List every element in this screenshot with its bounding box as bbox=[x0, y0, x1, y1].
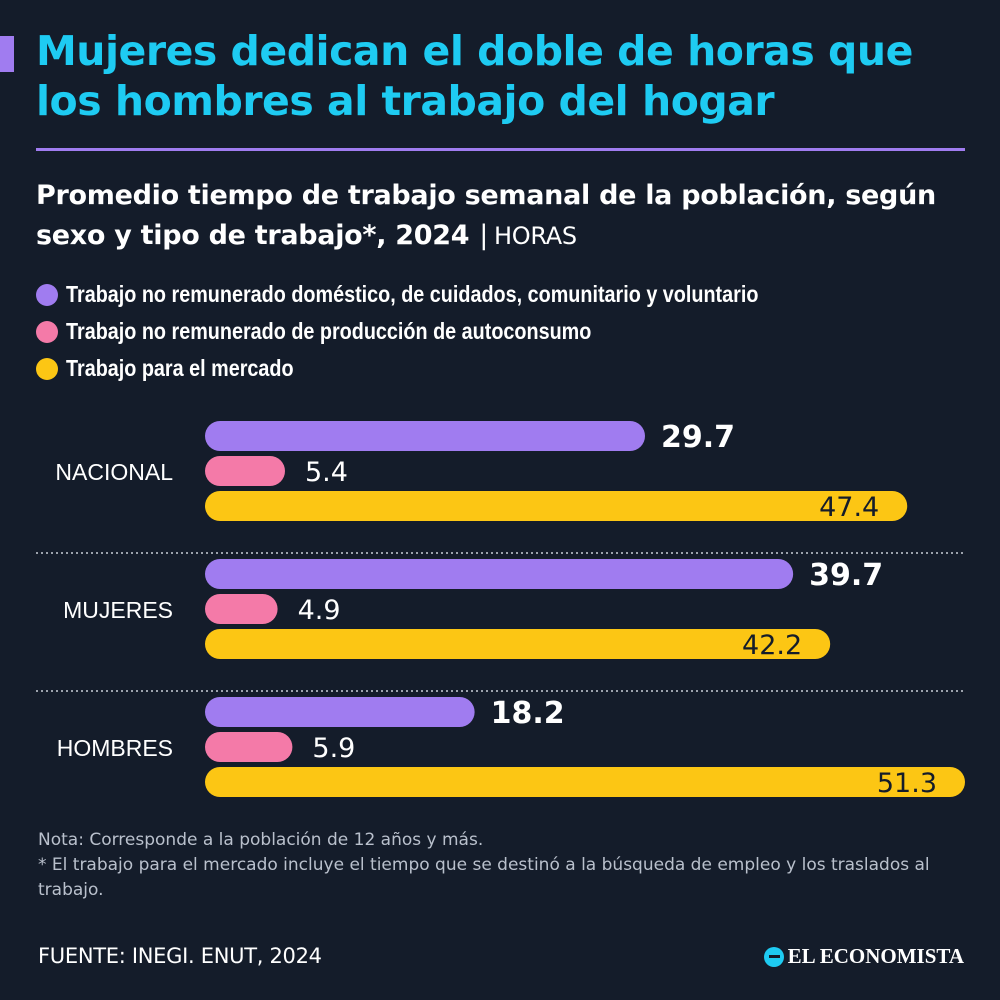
bar-mercado bbox=[205, 629, 831, 659]
bar-domestic bbox=[205, 559, 794, 589]
source-credit: FUENTE: INEGI. ENUT, 2024 bbox=[38, 944, 322, 968]
bar-mercado bbox=[205, 491, 908, 521]
bar-domestic bbox=[205, 421, 645, 451]
brand-icon bbox=[763, 946, 784, 967]
legend-label: Trabajo para el mercado bbox=[66, 355, 294, 381]
legend-label: Trabajo no remunerado doméstico, de cuid… bbox=[66, 281, 759, 307]
subtitle-unit: HORAS bbox=[494, 222, 577, 250]
data-label: 39.7 bbox=[809, 558, 883, 593]
brand-logo: EL ECONOMISTA bbox=[763, 944, 964, 969]
bar-autoconsumo bbox=[205, 456, 285, 486]
category-label: MUJERES bbox=[63, 597, 173, 623]
legend-label: Trabajo no remunerado de producción de a… bbox=[66, 318, 592, 344]
title-divider bbox=[36, 148, 965, 151]
subtitle-text: Promedio tiempo de trabajo semanal de la… bbox=[36, 180, 936, 251]
notes: Nota: Corresponde a la población de 12 a… bbox=[38, 828, 958, 903]
data-label: 5.9 bbox=[312, 733, 355, 764]
bar-mercado bbox=[205, 767, 965, 797]
data-label: 4.9 bbox=[298, 595, 341, 626]
bar-chart: NACIONAL 29.7 5.4 47.4 MUJERES 39.7 4.9 42.2 HOM… bbox=[36, 420, 965, 799]
legend-item-autoconsumo: Trabajo no remunerado de producción de a… bbox=[36, 313, 976, 350]
brand-name: EL ECONOMISTA bbox=[787, 944, 964, 968]
bar-domestic bbox=[205, 697, 475, 727]
bar-autoconsumo bbox=[205, 594, 278, 624]
title-accent-bar bbox=[0, 36, 14, 72]
bar-autoconsumo bbox=[205, 732, 293, 762]
legend-item-mercado: Trabajo para el mercado bbox=[36, 350, 976, 387]
data-label: 47.4 bbox=[819, 492, 879, 523]
legend-dot-icon bbox=[36, 320, 58, 343]
legend-dot-icon bbox=[36, 283, 58, 306]
note-line: * El trabajo para el mercado incluye el … bbox=[38, 855, 930, 900]
legend: Trabajo no remunerado doméstico, de cuid… bbox=[36, 276, 976, 387]
category-label: NACIONAL bbox=[55, 459, 173, 485]
legend-dot-icon bbox=[36, 357, 58, 380]
data-label: 5.4 bbox=[305, 457, 348, 488]
data-label: 51.3 bbox=[877, 768, 937, 799]
data-label: 42.2 bbox=[742, 630, 802, 661]
chart-subtitle: Promedio tiempo de trabajo semanal de la… bbox=[36, 176, 986, 256]
note-line: Nota: Corresponde a la población de 12 a… bbox=[38, 830, 484, 850]
category-label: HOMBRES bbox=[57, 735, 173, 761]
data-label: 18.2 bbox=[491, 696, 565, 731]
legend-item-domestic: Trabajo no remunerado doméstico, de cuid… bbox=[36, 276, 976, 313]
page-title: Mujeres dedican el doble de horas que lo… bbox=[36, 27, 913, 125]
subtitle-separator: | bbox=[479, 220, 489, 251]
data-label: 29.7 bbox=[661, 420, 735, 455]
